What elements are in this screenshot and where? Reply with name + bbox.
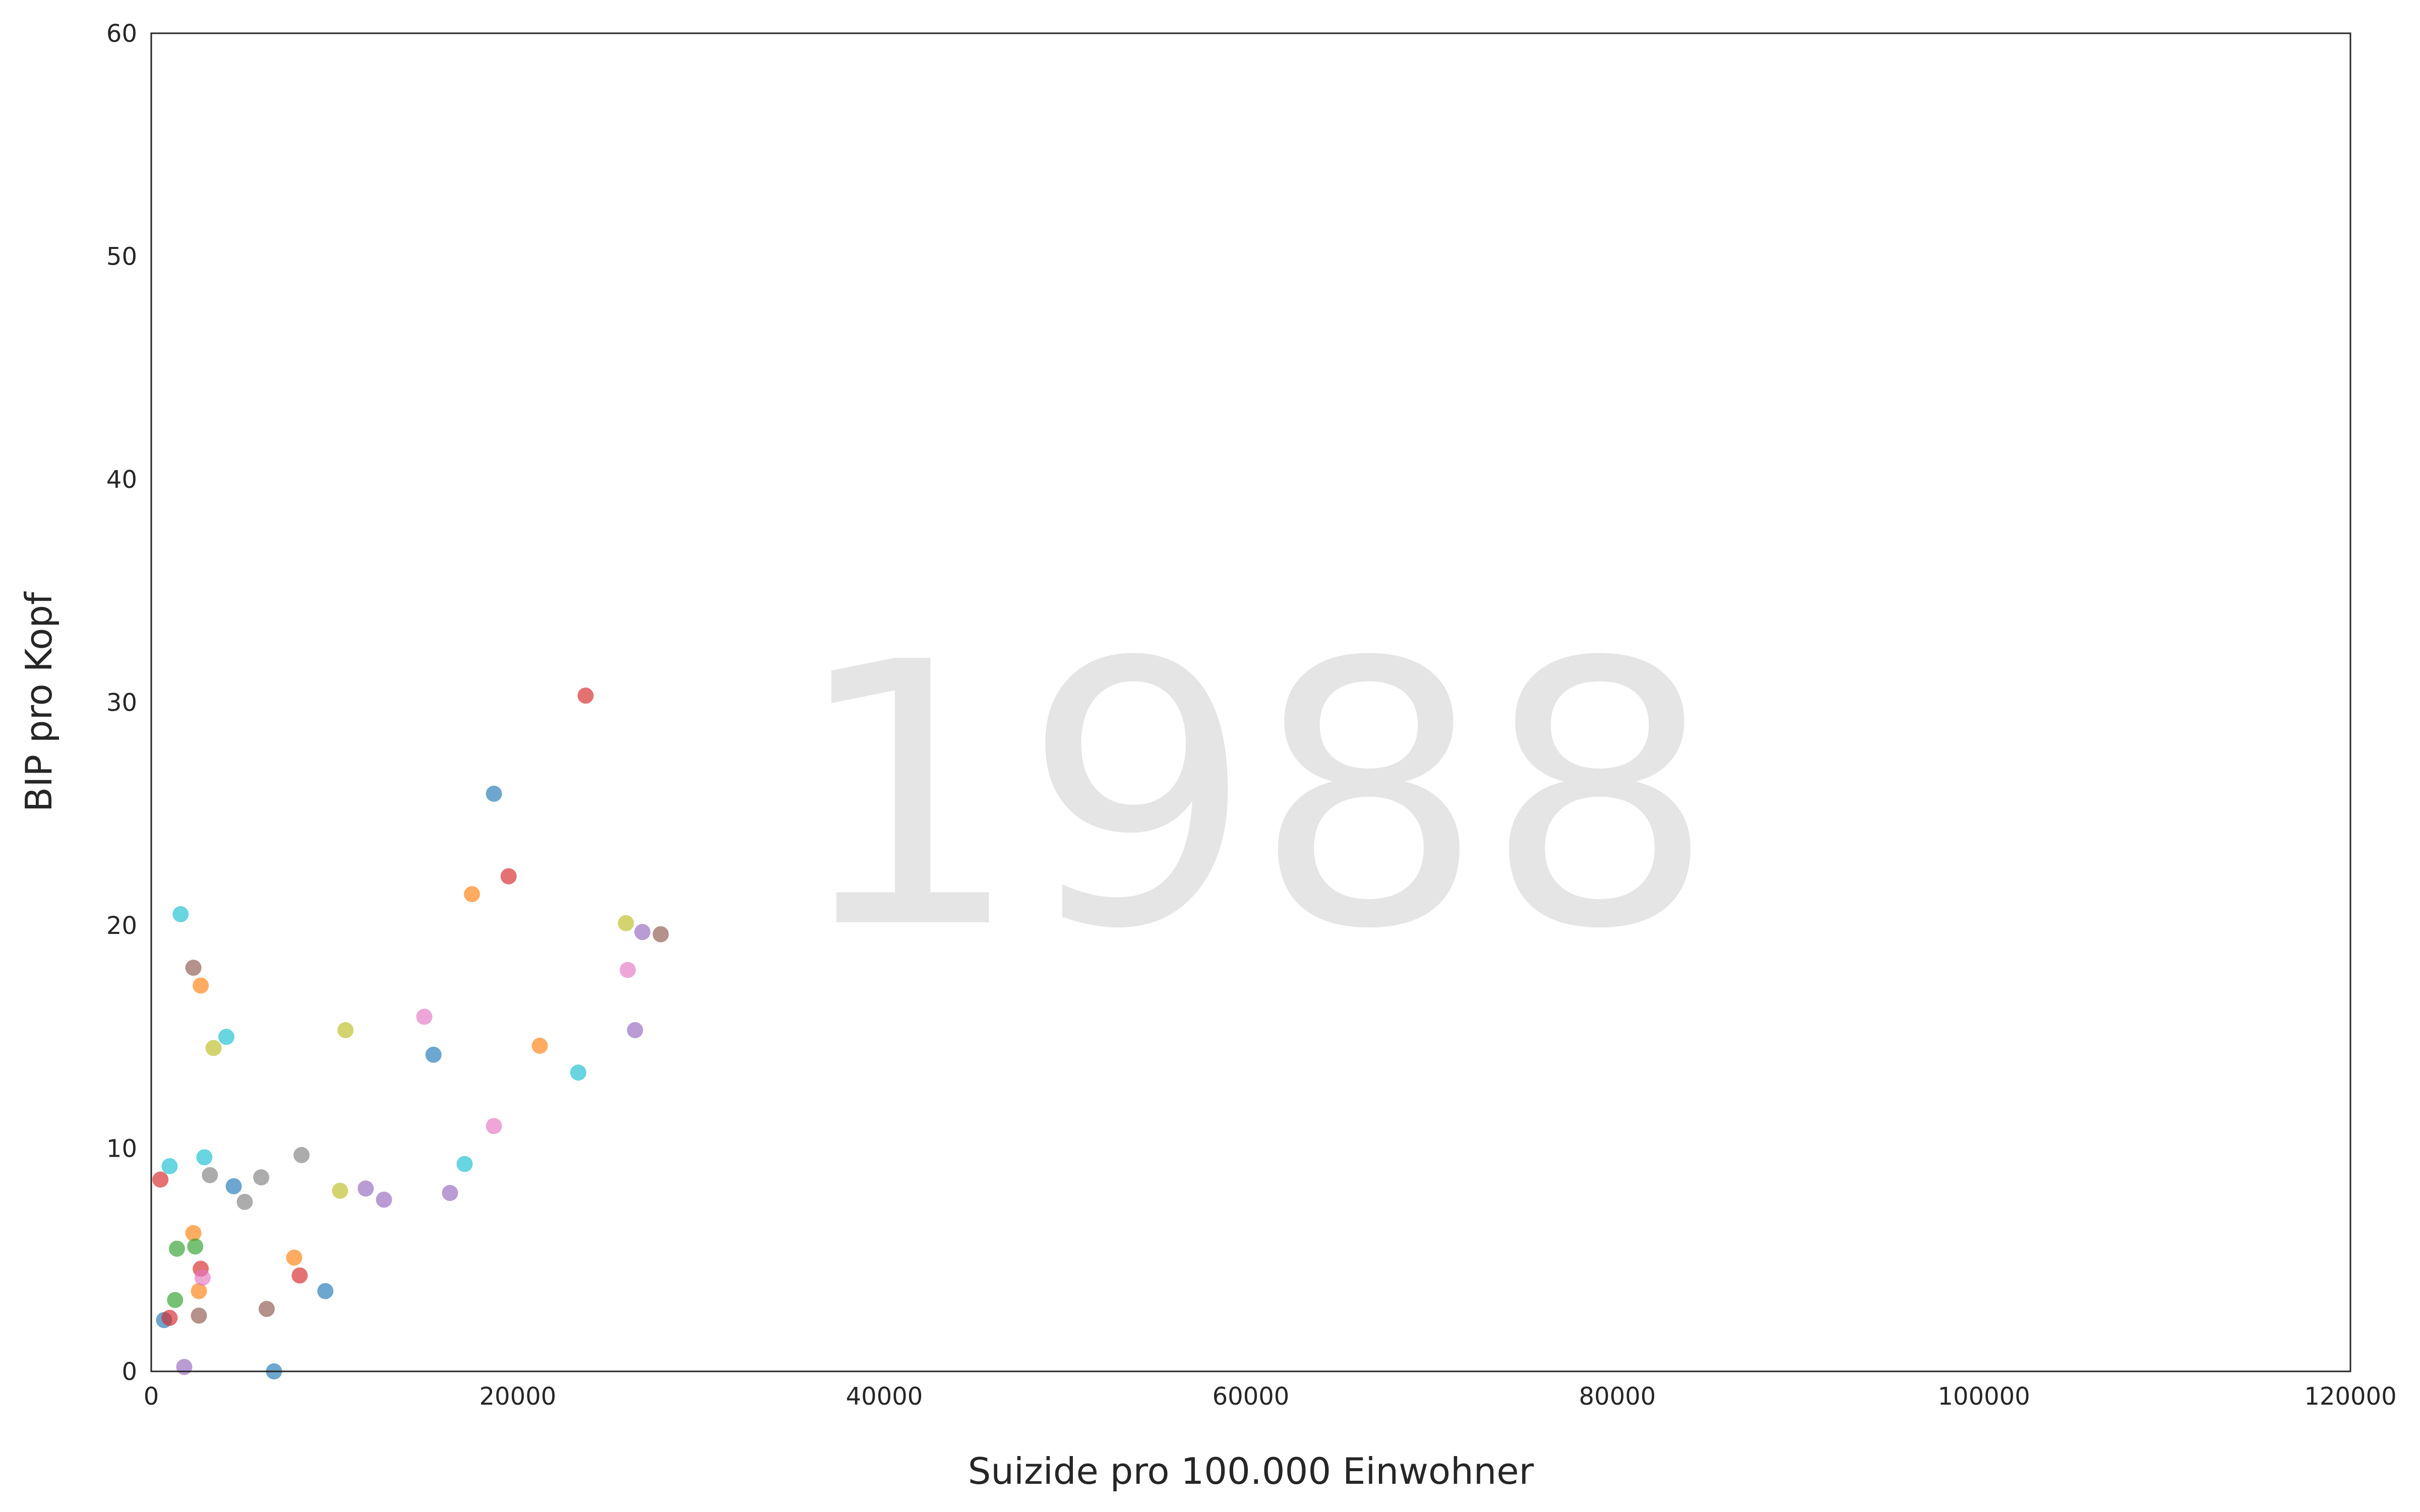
data-point xyxy=(161,1309,178,1326)
data-point xyxy=(193,977,209,994)
y-tick-label: 0 xyxy=(122,1358,137,1386)
y-tick-label: 40 xyxy=(106,466,137,494)
x-tick-label: 120000 xyxy=(2304,1382,2396,1411)
year-watermark: 1988 xyxy=(792,586,1715,1008)
data-point xyxy=(286,1249,302,1266)
data-point xyxy=(456,1156,473,1172)
data-point xyxy=(652,926,669,942)
data-point xyxy=(291,1267,308,1284)
data-point xyxy=(236,1193,253,1210)
data-point xyxy=(205,1040,222,1056)
data-point xyxy=(634,924,651,940)
data-point xyxy=(486,785,502,802)
data-point xyxy=(196,1149,213,1166)
data-point xyxy=(577,687,594,704)
data-point xyxy=(202,1167,218,1183)
x-axis-ticks: 0 20000 40000 60000 80000 100000 120000 xyxy=(144,1382,2397,1411)
data-point xyxy=(218,1029,234,1045)
data-point xyxy=(531,1037,548,1054)
data-point xyxy=(225,1178,242,1194)
data-point xyxy=(185,960,202,976)
y-tick-label: 10 xyxy=(106,1135,137,1163)
y-tick-label: 20 xyxy=(106,912,137,940)
data-point xyxy=(627,1022,643,1038)
data-point xyxy=(168,1240,185,1257)
data-point xyxy=(167,1292,184,1308)
x-tick-label: 40000 xyxy=(846,1382,923,1411)
data-point xyxy=(332,1182,348,1199)
data-point xyxy=(376,1191,392,1208)
data-point xyxy=(185,1225,202,1241)
data-point xyxy=(416,1009,433,1025)
data-point xyxy=(317,1283,334,1299)
data-point xyxy=(191,1283,207,1299)
data-point xyxy=(172,906,189,922)
data-point xyxy=(486,1118,502,1135)
data-points xyxy=(152,687,669,1379)
x-axis-label: Suizide pro 100.000 Einwohner xyxy=(968,1450,1534,1492)
data-point xyxy=(442,1185,458,1201)
data-point xyxy=(464,886,480,903)
y-tick-label: 60 xyxy=(106,20,137,48)
data-point xyxy=(620,962,636,978)
x-tick-label: 60000 xyxy=(1213,1382,1290,1411)
data-point xyxy=(618,915,634,931)
y-axis-ticks: 0 10 20 30 40 50 60 xyxy=(106,20,137,1386)
y-tick-label: 30 xyxy=(106,689,137,717)
data-point xyxy=(194,1270,211,1286)
data-point xyxy=(191,1307,207,1324)
data-point xyxy=(152,1171,169,1188)
y-tick-label: 50 xyxy=(106,243,137,271)
data-point xyxy=(337,1022,354,1038)
y-axis-label: BIP pro Kopf xyxy=(18,591,60,812)
data-point xyxy=(357,1180,374,1197)
data-point xyxy=(259,1301,275,1317)
data-point xyxy=(293,1147,310,1163)
data-point xyxy=(425,1046,442,1063)
x-tick-label: 80000 xyxy=(1579,1382,1656,1411)
data-point xyxy=(253,1169,270,1185)
x-tick-label: 0 xyxy=(144,1382,159,1411)
data-point xyxy=(500,868,517,885)
plot-area-frame xyxy=(150,32,2351,1372)
data-point xyxy=(570,1064,586,1081)
data-point xyxy=(176,1359,193,1375)
x-tick-label: 20000 xyxy=(479,1382,557,1411)
data-point xyxy=(161,1158,178,1174)
data-point xyxy=(187,1238,204,1255)
x-tick-label: 100000 xyxy=(1938,1382,2030,1411)
